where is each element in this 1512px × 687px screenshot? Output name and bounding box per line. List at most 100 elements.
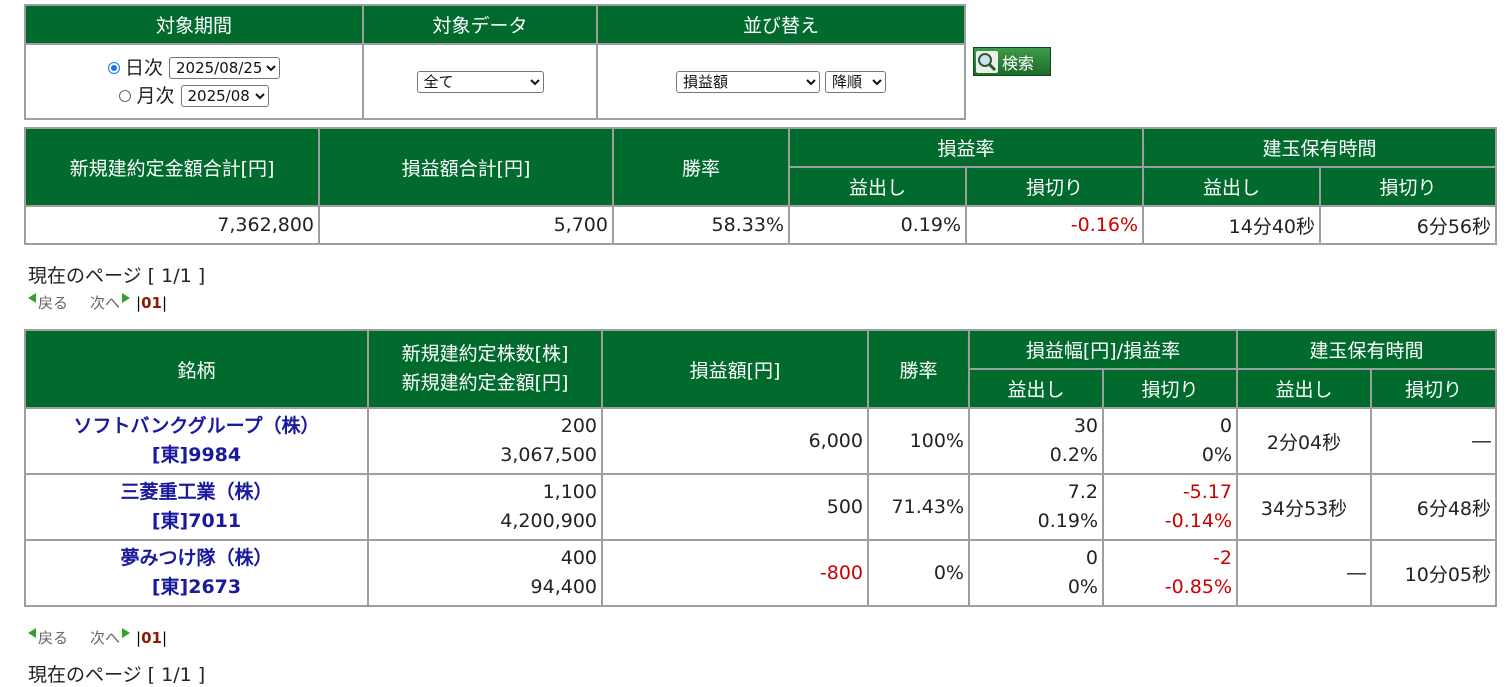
rate-profit-value: 0.19% <box>788 205 967 245</box>
loss-range-cell: -2 -0.85% <box>1102 539 1238 607</box>
period-header: 対象期間 <box>24 4 364 45</box>
name-header: 銘柄 <box>24 329 369 409</box>
shares-amount-header: 新規建約定株数[株] 新規建約定金額[円] <box>367 329 603 409</box>
loss-range: -2 <box>1213 547 1232 569</box>
profit-range-cell: 0 0% <box>968 539 1104 607</box>
shares-amount-cell: 200 3,067,500 <box>367 407 603 475</box>
pager-bottom: 戻る 次へ |01| <box>28 627 167 648</box>
loss-range-cell: 0 0% <box>1102 407 1238 475</box>
stock-cell: 三菱重工業（株） [東]7011 <box>24 473 369 541</box>
arrow-left-icon <box>28 292 36 303</box>
arrow-right-icon <box>122 627 131 638</box>
page-link[interactable]: 01 <box>141 293 162 312</box>
monthly-select[interactable]: 2025/08 <box>180 84 269 107</box>
shares-amount-cell: 1,100 4,200,900 <box>367 473 603 541</box>
loss-range: 0 <box>1219 415 1232 437</box>
sort-select[interactable]: 損益額 <box>675 70 820 93</box>
data-select[interactable]: 全て <box>416 70 544 93</box>
arrow-right-icon <box>122 292 131 303</box>
next-label: 次へ <box>90 629 121 647</box>
detail-win-rate-header: 勝率 <box>867 329 970 409</box>
time-profit-value: ― <box>1236 539 1372 607</box>
daily-select[interactable]: 2025/08/25 <box>169 56 280 79</box>
daily-option[interactable]: 日次 2025/08/25 <box>107 54 280 82</box>
next-link[interactable]: 次へ <box>90 292 131 313</box>
amount-value: 4,200,900 <box>500 510 597 532</box>
current-page-top: 現在のページ [ 1/1 ] <box>28 265 206 287</box>
time-loss-value: 10分05秒 <box>1370 539 1497 607</box>
pnl-rate-header: 損益率 <box>788 127 1144 168</box>
total-pnl-value: 5,700 <box>318 205 614 245</box>
rate-loss-value: -0.16% <box>965 205 1144 245</box>
profit-rate: 0% <box>1067 576 1098 598</box>
total-amount-header: 新規建約定金額合計[円] <box>24 127 320 207</box>
stock-code-link[interactable]: [東]7011 <box>151 510 242 532</box>
monthly-label: 月次 <box>136 84 175 107</box>
table-row: 三菱重工業（株） [東]7011 1,100 4,200,900 500 71.… <box>24 473 1497 541</box>
monthly-radio[interactable] <box>119 89 132 102</box>
current-page-bottom: 現在のページ [ 1/1 ] <box>28 664 206 686</box>
sort-header: 並び替え <box>596 4 966 45</box>
period-cell: 日次 2025/08/25 月次 2025/08 <box>24 43 364 120</box>
stock-cell: 夢みつけ隊（株） [東]2673 <box>24 539 369 607</box>
shares-value: 200 <box>560 415 597 437</box>
pager-top: 戻る 次へ |01| <box>28 292 167 313</box>
range-loss-header: 損切り <box>1102 368 1238 409</box>
range-profit-header: 益出し <box>968 368 1104 409</box>
summary-table: 新規建約定金額合計[円] 損益額合計[円] 勝率 損益率 建玉保有時間 益出し … <box>24 127 1497 245</box>
prev-label: 戻る <box>38 629 69 647</box>
loss-range: -5.17 <box>1182 481 1232 503</box>
amount-header: 新規建約定金額[円] <box>401 372 569 394</box>
time-loss-value: ― <box>1370 407 1497 475</box>
search-button[interactable]: 検索 <box>973 47 1051 76</box>
stock-code-link[interactable]: [東]9984 <box>151 444 242 466</box>
profit-range: 7.2 <box>1067 481 1098 503</box>
prev-link[interactable]: 戻る <box>28 627 68 648</box>
win-rate-value: 0% <box>867 539 970 607</box>
stock-name-link[interactable]: ソフトバンクグループ（株） <box>73 415 320 437</box>
range-rate-header: 損益幅[円]/損益率 <box>968 329 1238 370</box>
stock-name-link[interactable]: 夢みつけ隊（株） <box>120 547 273 569</box>
loss-range-cell: -5.17 -0.14% <box>1102 473 1238 541</box>
daily-radio[interactable] <box>107 61 120 74</box>
data-header: 対象データ <box>362 4 598 45</box>
data-cell: 全て <box>362 43 598 120</box>
profit-rate: 0.19% <box>1037 510 1098 532</box>
magnifier-icon <box>976 50 998 73</box>
filter-table: 対象期間 対象データ 並び替え 日次 2025/08/25 月次 2025/08 <box>24 4 966 120</box>
win-rate-value: 71.43% <box>867 473 970 541</box>
pnl-value: 6,000 <box>601 407 869 475</box>
next-link[interactable]: 次へ <box>90 627 131 648</box>
time-loss-value: 6分48秒 <box>1370 473 1497 541</box>
search-button-label: 検索 <box>1002 53 1035 73</box>
time-profit-value: 14分40秒 <box>1142 205 1321 245</box>
total-pnl-header: 損益額合計[円] <box>318 127 614 207</box>
page-list: |01| <box>136 628 168 647</box>
time-loss-header: 損切り <box>1319 166 1497 207</box>
win-rate-value: 100% <box>867 407 970 475</box>
arrow-left-icon <box>28 627 36 638</box>
total-amount-value: 7,362,800 <box>24 205 320 245</box>
table-row: ソフトバンクグループ（株） [東]9984 200 3,067,500 6,00… <box>24 407 1497 475</box>
stock-name-link[interactable]: 三菱重工業（株） <box>120 481 273 503</box>
monthly-option[interactable]: 月次 2025/08 <box>119 82 269 110</box>
page-link[interactable]: 01 <box>141 628 162 647</box>
time-profit-value: 2分04秒 <box>1236 407 1372 475</box>
time-profit-header: 益出し <box>1142 166 1321 207</box>
profit-rate: 0.2% <box>1049 444 1098 466</box>
amount-value: 94,400 <box>530 576 597 598</box>
rate-profit-header: 益出し <box>788 166 967 207</box>
detail-hold-time-header: 建玉保有時間 <box>1236 329 1497 370</box>
detail-table: 銘柄 新規建約定株数[株] 新規建約定金額[円] 損益額[円] 勝率 損益幅[円… <box>24 329 1497 607</box>
profit-range-cell: 7.2 0.19% <box>968 473 1104 541</box>
pnl-header: 損益額[円] <box>601 329 869 409</box>
stock-cell: ソフトバンクグループ（株） [東]9984 <box>24 407 369 475</box>
stock-code-link[interactable]: [東]2673 <box>151 576 242 598</box>
prev-link[interactable]: 戻る <box>28 292 68 313</box>
pnl-value: 500 <box>601 473 869 541</box>
table-row: 夢みつけ隊（株） [東]2673 400 94,400 -800 0% 0 0%… <box>24 539 1497 607</box>
amount-value: 3,067,500 <box>500 444 597 466</box>
order-select[interactable]: 降順 <box>825 70 887 93</box>
daily-label: 日次 <box>124 56 163 79</box>
page-list: |01| <box>136 293 168 312</box>
